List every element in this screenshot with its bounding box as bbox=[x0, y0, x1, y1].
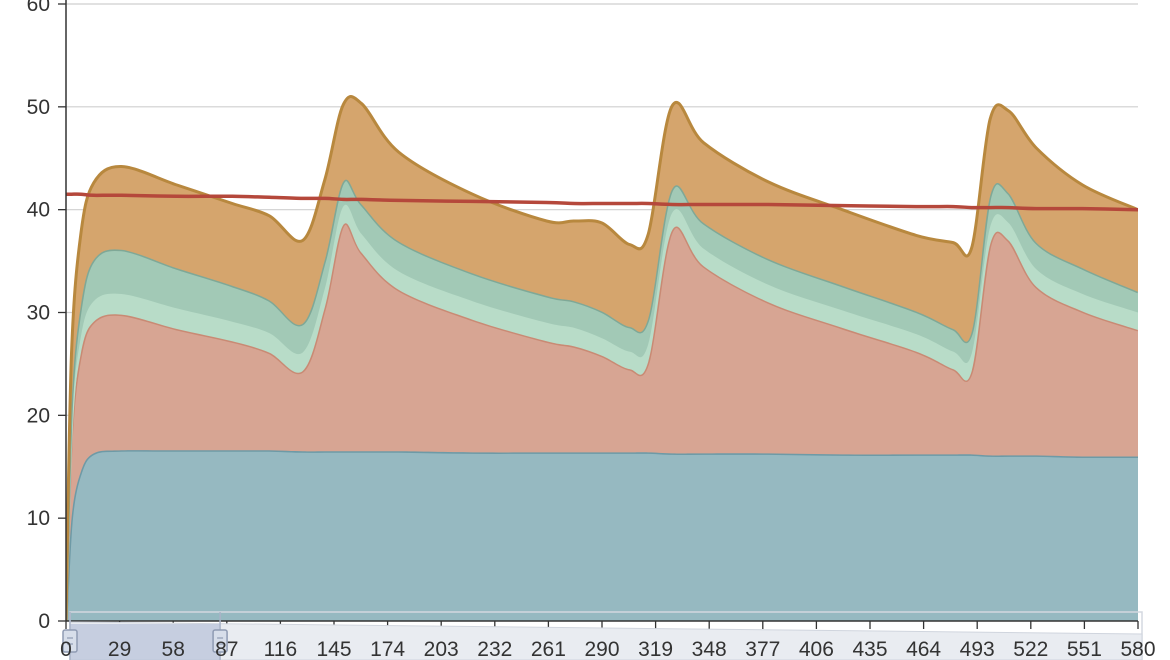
x-tick-label: 29 bbox=[108, 638, 131, 660]
x-tick-label: 464 bbox=[906, 638, 941, 660]
y-tick-label: 60 bbox=[27, 0, 50, 16]
x-tick-label: 319 bbox=[638, 638, 673, 660]
x-tick-label: 377 bbox=[745, 638, 780, 660]
zoom-slider[interactable] bbox=[62, 611, 1143, 660]
area-series-1 bbox=[66, 223, 1138, 621]
y-tick-label: 50 bbox=[27, 96, 50, 119]
y-tick-label: 40 bbox=[27, 199, 50, 222]
x-tick-label: 0 bbox=[60, 638, 72, 660]
x-tick-label: 261 bbox=[531, 638, 566, 660]
area-series-0 bbox=[66, 450, 1138, 621]
zoom-handle-grip[interactable] bbox=[212, 629, 228, 653]
x-tick-label: 58 bbox=[162, 638, 185, 660]
area-series-4-edge bbox=[66, 95, 1138, 622]
x-tick-label: 174 bbox=[370, 638, 405, 660]
x-tick-label: 580 bbox=[1120, 638, 1155, 660]
zoom-slider-window[interactable] bbox=[70, 624, 221, 660]
x-tick-label: 435 bbox=[852, 638, 887, 660]
x-tick-label: 232 bbox=[477, 638, 512, 660]
zoom-handle-right[interactable] bbox=[212, 629, 228, 653]
tick-labels: 0 10 20 30 40 50 60 0 29 58 87 116 145 174 203 232 261 29… bbox=[27, 0, 1156, 660]
axes bbox=[58, 0, 1139, 629]
area-series-group bbox=[66, 95, 1138, 622]
zoom-handle-left[interactable] bbox=[62, 629, 78, 653]
y-tick-label: 10 bbox=[27, 507, 50, 530]
zoom-handle-grip[interactable] bbox=[62, 629, 78, 653]
area-series-4 bbox=[66, 96, 1138, 621]
line-series-group bbox=[66, 192, 1138, 212]
x-tick-label: 145 bbox=[316, 638, 351, 660]
x-tick-label: 290 bbox=[584, 638, 619, 660]
x-tick-label: 203 bbox=[424, 638, 459, 660]
x-tick-label: 116 bbox=[264, 638, 297, 660]
line-series-5 bbox=[66, 192, 1138, 212]
y-tick-label: 30 bbox=[27, 302, 50, 325]
x-tick-label: 522 bbox=[1013, 638, 1048, 660]
x-tick-label: 493 bbox=[960, 638, 995, 660]
y-tick-label: 0 bbox=[38, 610, 50, 633]
x-tick-label: 406 bbox=[799, 638, 834, 660]
x-tick-label: 551 bbox=[1067, 638, 1102, 660]
x-tick-label: 87 bbox=[215, 638, 238, 660]
y-tick-label: 20 bbox=[27, 404, 50, 427]
x-tick-label: 348 bbox=[692, 638, 727, 660]
